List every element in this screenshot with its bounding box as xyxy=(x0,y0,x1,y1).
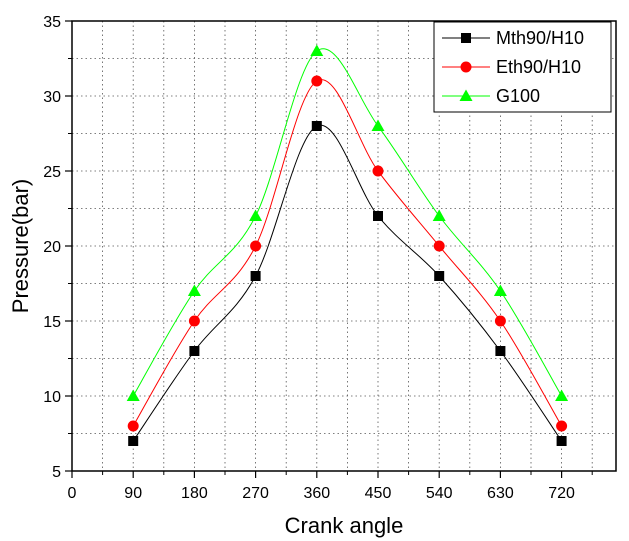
axis-ticks: 0 90 180 270 360 450 540 630 720 5 10 15 20 25 30 35 xyxy=(43,14,593,502)
x-tick-label: 540 xyxy=(426,485,453,502)
x-tick-label: 360 xyxy=(303,485,330,502)
x-tick-label: 0 xyxy=(68,485,77,502)
data-point xyxy=(128,436,139,446)
x-tick-label: 450 xyxy=(365,485,392,502)
legend-label: Mth90/H10 xyxy=(496,28,584,48)
data-point xyxy=(434,271,445,281)
y-tick-label: 10 xyxy=(43,389,61,406)
series-1 xyxy=(128,121,567,446)
data-point xyxy=(555,389,569,401)
legend-marker xyxy=(460,61,472,73)
data-point xyxy=(311,75,323,87)
y-tick-label: 35 xyxy=(43,14,61,31)
data-point xyxy=(189,346,200,356)
legend-item: Eth90/H10 xyxy=(442,57,581,77)
data-point xyxy=(494,315,506,327)
data-point xyxy=(249,209,263,221)
series-line xyxy=(132,79,563,427)
data-point xyxy=(433,240,445,252)
x-axis-title: Crank angle xyxy=(285,513,404,538)
data-point xyxy=(372,165,384,177)
series-line xyxy=(132,48,563,397)
series-line xyxy=(132,124,563,442)
legend-marker xyxy=(459,89,473,101)
y-tick-label: 20 xyxy=(43,239,61,256)
data-point xyxy=(373,211,383,221)
x-tick-label: 630 xyxy=(487,485,514,502)
legend: Mth90/H10 Eth90/H10 G100 xyxy=(433,21,612,113)
data-point xyxy=(187,284,201,296)
legend-label: G100 xyxy=(496,86,540,106)
y-tick-label: 5 xyxy=(52,464,61,481)
legend-marker xyxy=(461,33,471,43)
data-point xyxy=(250,271,261,281)
y-tick-label: 15 xyxy=(43,314,61,331)
data-point xyxy=(126,389,140,401)
legend-item: Mth90/H10 xyxy=(442,28,584,48)
y-tick-label: 30 xyxy=(43,89,61,106)
y-axis-title: Pressure(bar) xyxy=(8,179,33,313)
legend-label: Eth90/H10 xyxy=(496,57,581,77)
data-point xyxy=(432,209,446,221)
data-point xyxy=(250,240,262,252)
data-point xyxy=(556,420,568,432)
series-2 xyxy=(127,75,568,432)
series-3 xyxy=(126,44,569,401)
data-point xyxy=(127,420,139,432)
x-tick-label: 180 xyxy=(181,485,208,502)
y-tick-label: 25 xyxy=(43,164,61,181)
data-point xyxy=(493,284,507,296)
data-point xyxy=(371,119,385,131)
x-tick-label: 270 xyxy=(242,485,269,502)
data-point xyxy=(556,436,567,446)
series-layer xyxy=(126,44,569,446)
data-point xyxy=(188,315,200,327)
data-point xyxy=(311,121,322,131)
data-point xyxy=(495,346,506,356)
x-tick-label: 720 xyxy=(548,485,575,502)
legend-item: G100 xyxy=(442,86,540,106)
x-tick-label: 90 xyxy=(124,485,142,502)
data-point xyxy=(310,44,324,56)
